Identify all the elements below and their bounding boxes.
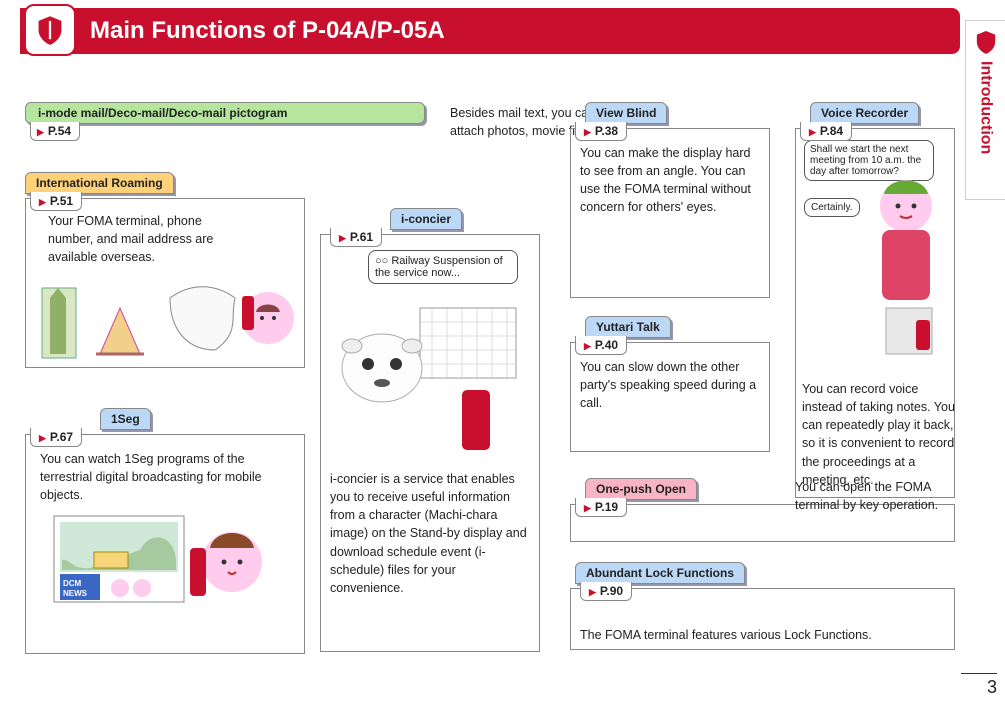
page-ref-lock[interactable]: P.90 [580,582,632,601]
page-ref-intl[interactable]: P.51 [30,192,82,211]
illustration-intl [40,278,298,363]
card-text-iconcier: i-concier is a service that enables you … [330,470,530,597]
page-number: 3 [987,677,997,698]
card-label-imode: i-mode mail/Deco-mail/Deco-mail pictogra… [25,102,425,124]
page-ref-view[interactable]: P.38 [575,122,627,141]
page-ref-imode[interactable]: P.54 [30,122,80,141]
card-label-view: View Blind [585,102,667,124]
card-text-lock: The FOMA terminal features various Lock … [580,626,950,644]
card-label-iconcier: i-concier [390,208,462,230]
card-label-voice: Voice Recorder [810,102,919,124]
card-text-view: You can make the display hard to see fro… [580,144,760,217]
card-label-yuttari: Yuttari Talk [585,316,671,338]
card-text-1seg: You can watch 1Seg programs of the terre… [40,450,290,504]
page-ref-1seg[interactable]: P.67 [30,428,82,447]
card-text-yuttari: You can slow down the other party's spea… [580,358,760,412]
svg-text:DCM: DCM [63,579,82,588]
speech-bubble-voice-2: Certainly. [804,198,860,217]
illustration-iconcier [332,298,528,458]
side-tab-label: Introduction [977,61,995,154]
page-ref-yuttari[interactable]: P.40 [575,336,627,355]
svg-text:NEWS: NEWS [63,589,88,598]
page-header: Main Functions of P-04A/P-05A [20,8,960,54]
illustration-voice [866,170,948,360]
page-ref-open[interactable]: P.19 [575,498,627,517]
shield-icon [975,29,997,55]
card-text-open: You can open the FOMA terminal by key op… [795,478,965,514]
page-ref-iconcier[interactable]: P.61 [330,228,382,247]
card-text-voice: You can record voice instead of taking n… [802,380,957,489]
header-shield-icon [24,4,76,56]
card-label-lock: Abundant Lock Functions [575,562,745,584]
speech-bubble-railway: ○○ Railway Suspension of the service now… [368,250,518,284]
page-ref-voice[interactable]: P.84 [800,122,852,141]
card-text-intl: Your FOMA terminal, phone number, and ma… [48,212,218,266]
page-title: Main Functions of P-04A/P-05A [90,17,445,45]
illustration-1seg: DCM NEWS [50,510,280,640]
card-label-open: One-push Open [585,478,697,500]
content-area: i-mode mail/Deco-mail/Deco-mail pictogra… [20,80,960,682]
side-tab: Introduction [965,20,1005,200]
card-label-1seg: 1Seg [100,408,151,430]
card-label-intl: International Roaming [25,172,174,194]
page-line [961,673,997,674]
